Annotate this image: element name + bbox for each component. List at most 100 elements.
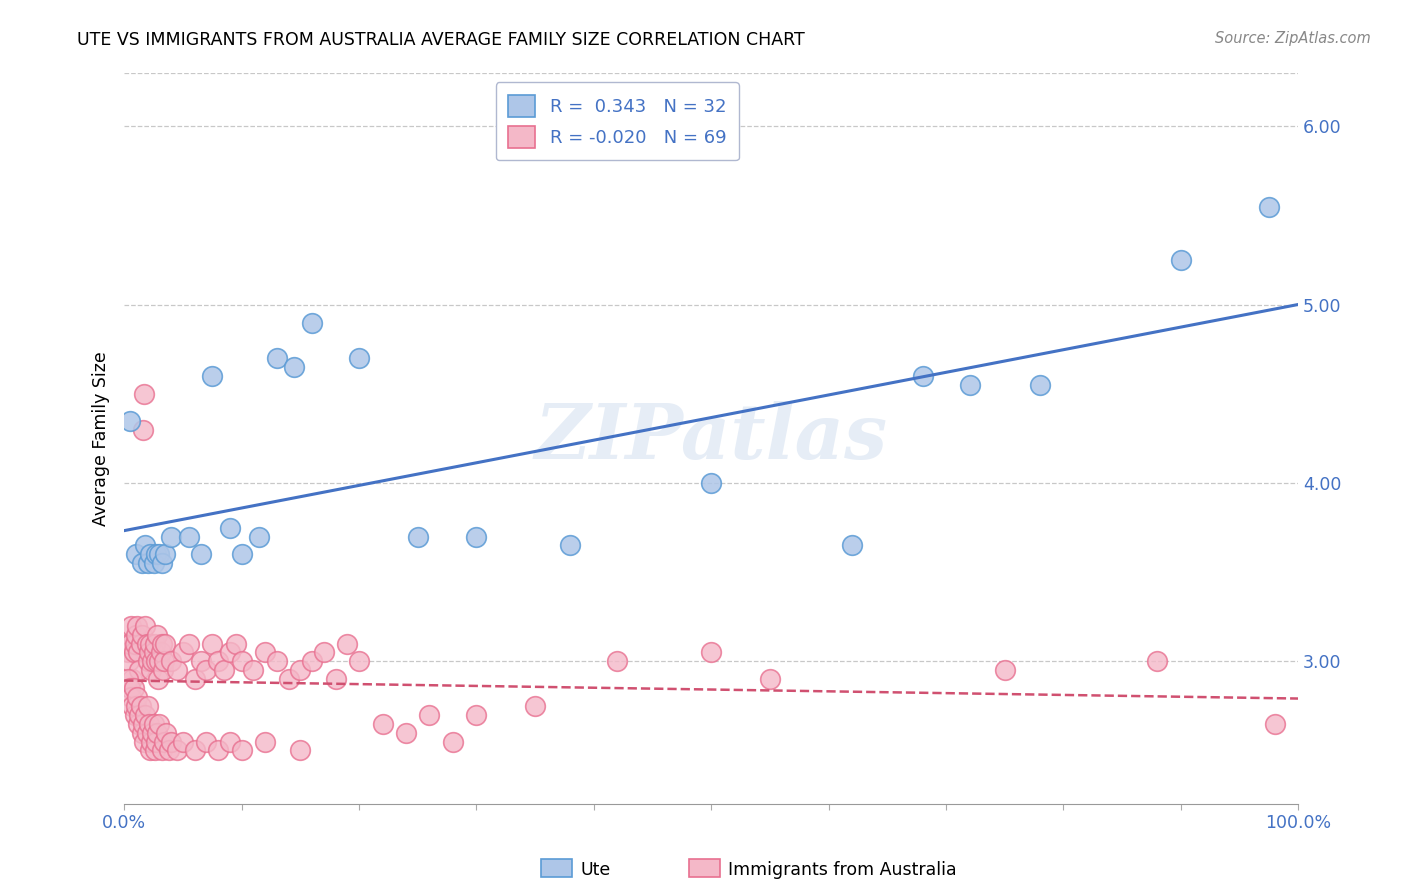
Point bbox=[136, 654, 159, 668]
Point bbox=[441, 734, 464, 748]
Point bbox=[231, 743, 253, 757]
Point bbox=[148, 654, 170, 668]
Point bbox=[959, 378, 981, 392]
Point bbox=[1029, 378, 1052, 392]
Point bbox=[128, 663, 150, 677]
Point bbox=[371, 716, 394, 731]
Point bbox=[418, 707, 440, 722]
Point bbox=[143, 636, 166, 650]
Point bbox=[153, 734, 176, 748]
Point bbox=[135, 725, 157, 739]
Point bbox=[131, 725, 153, 739]
Point bbox=[122, 645, 145, 659]
Text: UTE VS IMMIGRANTS FROM AUSTRALIA AVERAGE FAMILY SIZE CORRELATION CHART: UTE VS IMMIGRANTS FROM AUSTRALIA AVERAGE… bbox=[77, 31, 806, 49]
Point bbox=[142, 716, 165, 731]
Point bbox=[135, 636, 157, 650]
Point bbox=[120, 414, 142, 428]
Point bbox=[127, 618, 149, 632]
Point bbox=[219, 734, 242, 748]
Point bbox=[117, 672, 139, 686]
Point bbox=[201, 369, 224, 384]
Point bbox=[395, 725, 418, 739]
Point bbox=[195, 734, 218, 748]
Point bbox=[153, 654, 176, 668]
Point bbox=[166, 743, 188, 757]
Point bbox=[141, 654, 163, 668]
Y-axis label: Average Family Size: Average Family Size bbox=[93, 351, 110, 526]
Point bbox=[152, 663, 174, 677]
Point bbox=[254, 734, 277, 748]
Point bbox=[141, 663, 163, 677]
Text: ZIPatlas: ZIPatlas bbox=[534, 401, 887, 475]
Point bbox=[148, 672, 170, 686]
Point bbox=[207, 654, 229, 668]
Point bbox=[207, 743, 229, 757]
Point bbox=[266, 654, 288, 668]
Point bbox=[125, 547, 148, 561]
Point bbox=[142, 645, 165, 659]
Text: Ute: Ute bbox=[581, 861, 612, 879]
Point bbox=[177, 530, 200, 544]
Point bbox=[131, 556, 153, 570]
Point bbox=[121, 698, 143, 713]
Point bbox=[190, 654, 212, 668]
Point bbox=[120, 636, 142, 650]
Point bbox=[150, 743, 173, 757]
Point bbox=[606, 654, 628, 668]
Point bbox=[1146, 654, 1168, 668]
Point bbox=[149, 645, 172, 659]
Point bbox=[1264, 716, 1286, 731]
Point bbox=[994, 663, 1017, 677]
Point bbox=[231, 547, 253, 561]
Legend: R =  0.343   N = 32, R = -0.020   N = 69: R = 0.343 N = 32, R = -0.020 N = 69 bbox=[496, 82, 740, 161]
Point bbox=[118, 654, 141, 668]
Point bbox=[127, 645, 149, 659]
Point bbox=[145, 654, 167, 668]
Point bbox=[134, 387, 156, 401]
Point bbox=[141, 734, 163, 748]
Point bbox=[127, 690, 149, 704]
Point bbox=[219, 521, 242, 535]
Point bbox=[129, 636, 152, 650]
Point bbox=[146, 627, 169, 641]
Point bbox=[124, 636, 146, 650]
Point bbox=[142, 556, 165, 570]
Point bbox=[325, 672, 347, 686]
Point bbox=[242, 663, 264, 677]
Point bbox=[150, 636, 173, 650]
Point bbox=[172, 734, 194, 748]
Point bbox=[155, 547, 177, 561]
Point bbox=[125, 627, 148, 641]
Point bbox=[138, 716, 160, 731]
Point bbox=[231, 654, 253, 668]
Point bbox=[139, 743, 162, 757]
Point bbox=[136, 698, 159, 713]
Point bbox=[155, 725, 177, 739]
Point bbox=[132, 716, 155, 731]
Point bbox=[122, 681, 145, 695]
Point bbox=[700, 476, 723, 491]
Point bbox=[145, 734, 167, 748]
Point bbox=[759, 672, 782, 686]
Point bbox=[127, 716, 149, 731]
Point bbox=[700, 645, 723, 659]
Point bbox=[465, 530, 488, 544]
Point bbox=[134, 618, 156, 632]
Point bbox=[219, 645, 242, 659]
Point bbox=[247, 530, 270, 544]
Point bbox=[134, 734, 156, 748]
Point bbox=[560, 538, 582, 552]
Point bbox=[183, 672, 205, 686]
Point bbox=[290, 743, 312, 757]
Point bbox=[120, 681, 142, 695]
Point bbox=[283, 360, 305, 375]
Text: Source: ZipAtlas.com: Source: ZipAtlas.com bbox=[1215, 31, 1371, 46]
Point bbox=[290, 663, 312, 677]
Point bbox=[212, 663, 235, 677]
Point bbox=[115, 636, 138, 650]
Point bbox=[524, 698, 547, 713]
Point bbox=[254, 645, 277, 659]
Point bbox=[143, 743, 166, 757]
Point bbox=[134, 707, 156, 722]
Point bbox=[160, 734, 183, 748]
